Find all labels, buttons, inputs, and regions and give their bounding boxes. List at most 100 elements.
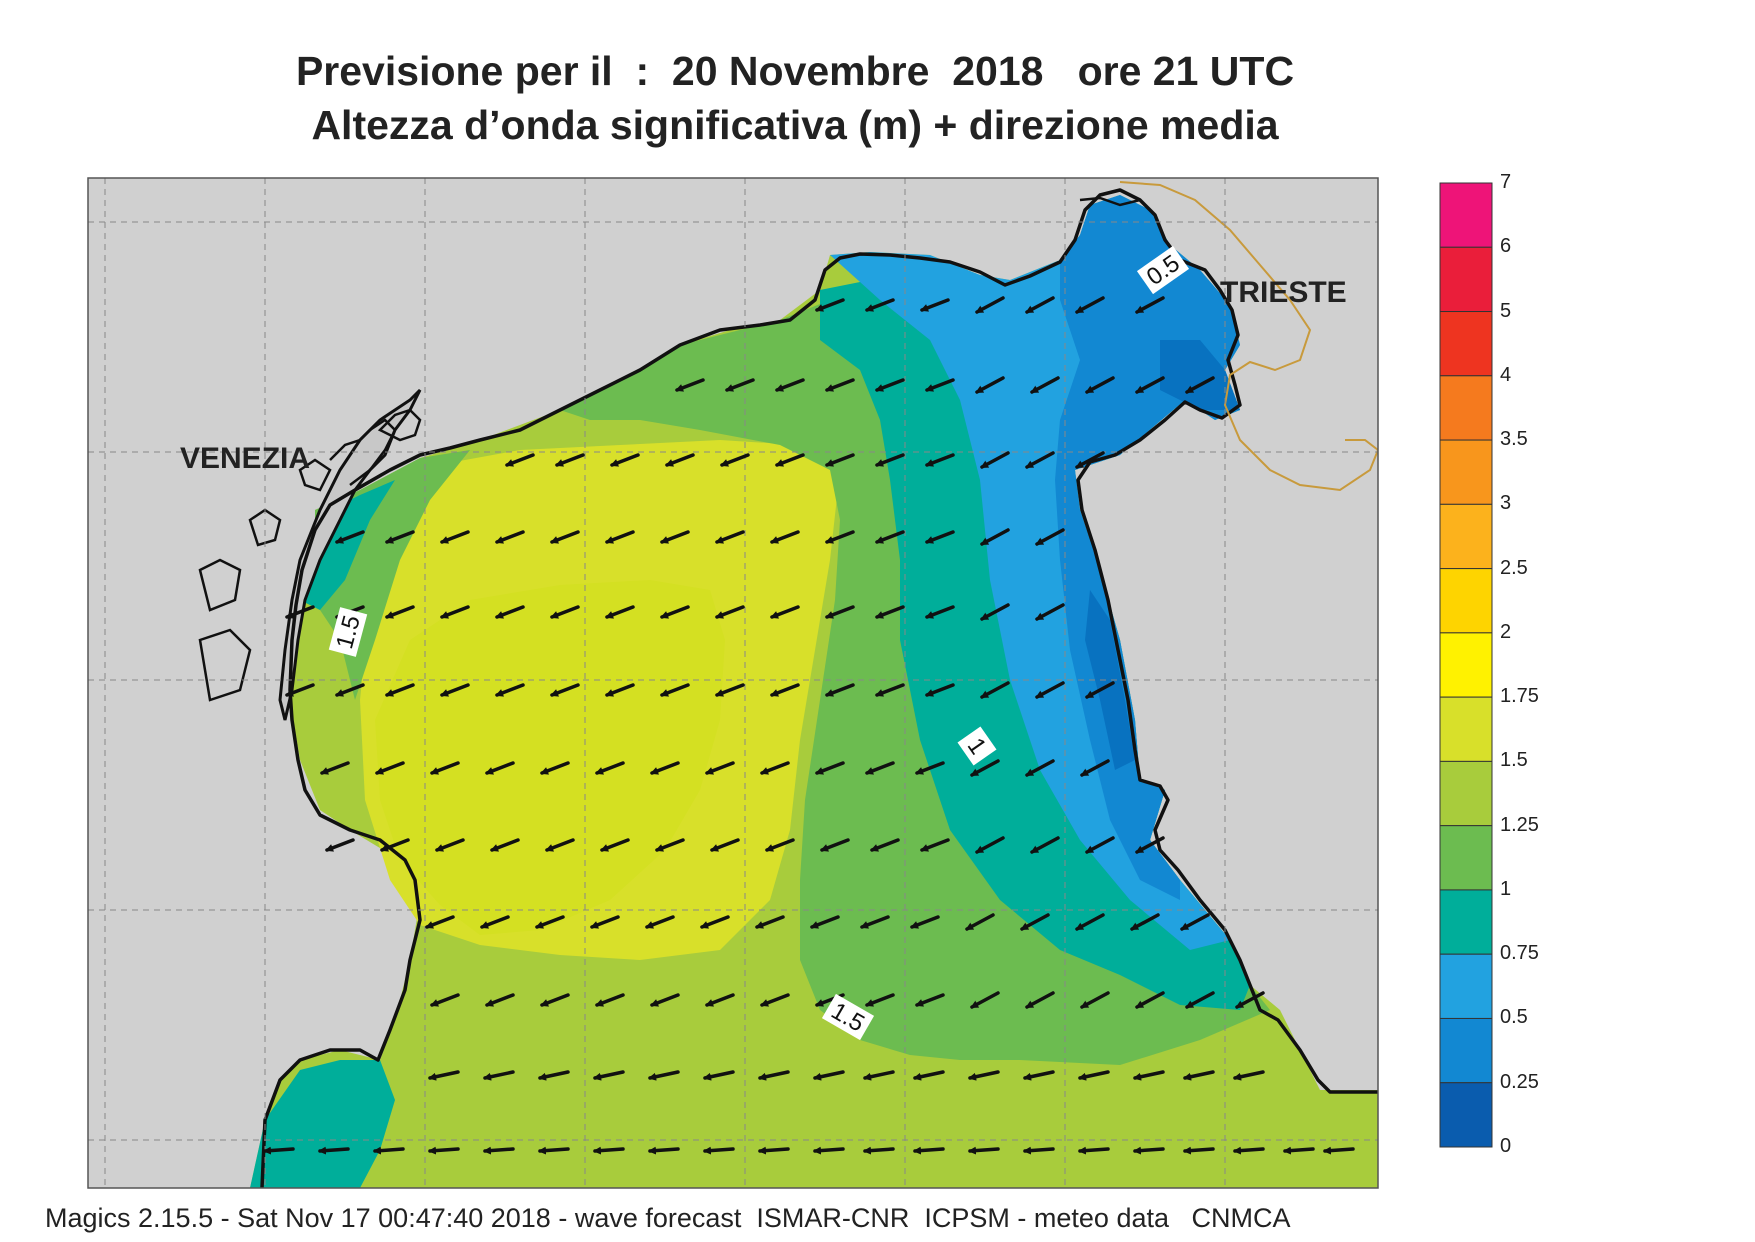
wave-arrow [775, 453, 805, 467]
wave-arrow [495, 605, 525, 619]
wave-arrow [1135, 376, 1165, 394]
legend-label: 2 [1500, 620, 1512, 643]
wave-arrow [770, 605, 800, 619]
legend-swatch [1439, 760, 1493, 827]
wave-arrow [980, 451, 1010, 469]
wave-arrow [1085, 376, 1115, 394]
wave-arrow [1085, 836, 1115, 854]
wave-arrow [925, 453, 955, 467]
wave-arrow [440, 605, 470, 619]
wave-arrow [665, 453, 695, 467]
wave-arrow [605, 683, 635, 697]
wave-arrow [483, 1070, 515, 1081]
wave-arrow [485, 761, 515, 775]
wave-arrow [550, 605, 580, 619]
wave-arrow [1185, 376, 1215, 394]
wave-arrow [760, 993, 790, 1007]
legend-swatch [1439, 182, 1493, 248]
wave-arrow [385, 605, 415, 619]
wave-arrow [480, 915, 510, 929]
wave-arrow [758, 1146, 790, 1155]
legend-swatch [1439, 696, 1493, 762]
wave-arrow [875, 530, 905, 544]
wave-arrow [875, 378, 905, 392]
wave-arrow [428, 1070, 460, 1081]
wave-arrow [970, 991, 1000, 1009]
wave-arrow [655, 838, 685, 852]
wave-arrow [980, 528, 1010, 546]
wave-arrow [610, 453, 640, 467]
wave-arrow [820, 838, 850, 852]
color-legend [1439, 182, 1493, 1148]
wave-arrow [648, 1070, 680, 1081]
wave-arrow [925, 530, 955, 544]
wave-arrow [650, 993, 680, 1007]
wave-arrow [645, 915, 675, 929]
wave-arrow [870, 838, 900, 852]
wave-arrow [1020, 913, 1050, 931]
wave-arrow [425, 915, 455, 929]
wave-arrow [1035, 528, 1065, 546]
title-line-2: Altezza d’onda significativa (m) + direz… [311, 102, 1279, 148]
legend-label: 0 [1500, 1135, 1512, 1157]
wave-arrow [595, 993, 625, 1007]
wave-arrow [1133, 1146, 1165, 1155]
wave-arrow [1025, 759, 1055, 777]
wave-arrow [865, 993, 895, 1007]
wave-arrow [915, 761, 945, 775]
band-0-25 [1085, 340, 1240, 770]
wave-arrow [703, 1070, 735, 1081]
wave-arrow [863, 1146, 895, 1155]
wave-arrow [555, 453, 585, 467]
wave-arrow [925, 378, 955, 392]
wave-arrow [285, 605, 315, 619]
wave-arrow [758, 1070, 790, 1081]
wave-arrow [263, 1146, 295, 1155]
wave-arrow [1133, 1070, 1165, 1081]
city-venezia: VENEZIA [180, 442, 310, 475]
wave-arrow [318, 1146, 350, 1155]
wave-arrow [593, 1070, 625, 1081]
wave-arrow [595, 761, 625, 775]
legend-swatch [1439, 311, 1493, 377]
wave-arrow [825, 605, 855, 619]
wave-arrow [875, 605, 905, 619]
wave-arrow [335, 530, 365, 544]
wave-arrow [650, 761, 680, 775]
wave-arrow [968, 1146, 1000, 1155]
wave-arrow [980, 681, 1010, 699]
band-1-venezia [300, 480, 395, 610]
legend-swatch [1439, 953, 1493, 1019]
wave-arrow [550, 683, 580, 697]
legend-swatch [1439, 889, 1493, 955]
wave-arrow [865, 298, 895, 312]
wave-arrow [483, 1146, 515, 1155]
legend-label: 5 [1500, 299, 1512, 322]
wave-arrow [980, 603, 1010, 621]
wave-arrow [385, 530, 415, 544]
wave-arrow [1135, 991, 1165, 1009]
wave-arrow [700, 915, 730, 929]
wave-arrow [485, 993, 515, 1007]
wave-arrow [660, 530, 690, 544]
wave-arrow [1283, 1146, 1315, 1155]
wave-arrow [1023, 1146, 1055, 1155]
wave-arrow [1035, 681, 1065, 699]
wave-arrow [1135, 836, 1165, 854]
wave-arrow [913, 1070, 945, 1081]
wave-arrow [600, 838, 630, 852]
wave-arrow [755, 915, 785, 929]
wave-arrow [660, 683, 690, 697]
wave-arrow [915, 993, 945, 1007]
wave-arrow [715, 530, 745, 544]
legend-swatch [1439, 1082, 1493, 1148]
wave-arrow [1233, 1070, 1265, 1081]
wave-arrow [648, 1146, 680, 1155]
wave-arrow [538, 1146, 570, 1155]
wave-arrow [1130, 913, 1160, 931]
wave-arrow [593, 1146, 625, 1155]
legend-label: 1.25 [1500, 813, 1539, 836]
wave-arrow [860, 915, 890, 929]
city-trieste: TRIESTE [1220, 276, 1347, 309]
